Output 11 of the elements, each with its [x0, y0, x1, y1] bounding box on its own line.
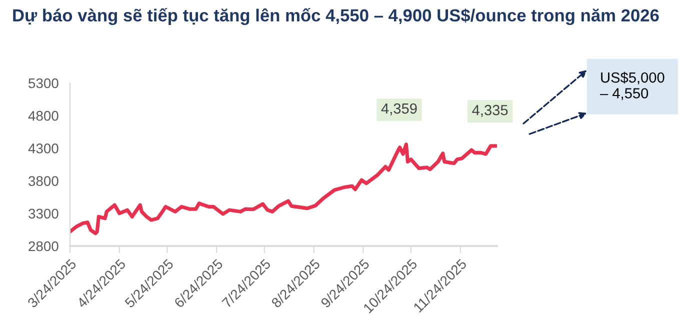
- text: US$5,000 – 4,550: [600, 72, 664, 100]
- y-tick-label: 3800: [28, 176, 58, 186]
- annotation: 4,359: [381, 103, 417, 116]
- annotation: 4,335: [472, 104, 508, 117]
- line-series: [70, 142, 497, 236]
- y-tick-label: 5300: [28, 78, 58, 88]
- y-tick-label: 3300: [28, 208, 58, 219]
- y-tick-label: 4300: [28, 144, 58, 154]
- y-tick-label: 2800: [28, 241, 58, 252]
- y-tick-label: 4800: [28, 110, 58, 121]
- chart-title: Dự báo vàng sẽ tiếp tục tăng lên mốc 4,550 – 4,900 US$/ounce trong năm 2026: [13, 8, 659, 26]
